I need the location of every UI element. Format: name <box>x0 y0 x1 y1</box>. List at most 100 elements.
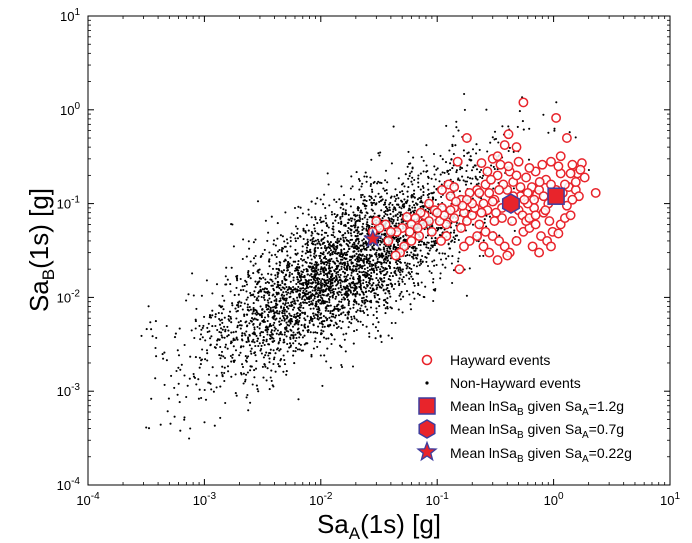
non-hayward-point <box>246 296 249 299</box>
non-hayward-point <box>220 318 223 321</box>
non-hayward-point <box>380 265 383 268</box>
non-hayward-point <box>386 305 389 308</box>
non-hayward-point <box>147 305 150 308</box>
non-hayward-point <box>344 211 347 214</box>
non-hayward-point <box>365 175 368 178</box>
non-hayward-point <box>283 294 286 297</box>
non-hayward-point <box>433 244 436 247</box>
non-hayward-point <box>388 206 391 209</box>
non-hayward-point <box>339 216 342 219</box>
non-hayward-point <box>411 183 414 186</box>
non-hayward-point <box>256 325 259 328</box>
non-hayward-point <box>268 361 271 364</box>
non-hayward-point <box>299 301 302 305</box>
non-hayward-point <box>462 149 465 152</box>
non-hayward-point <box>251 332 254 335</box>
non-hayward-point <box>347 231 350 234</box>
non-hayward-point <box>314 288 317 291</box>
non-hayward-point <box>263 298 266 301</box>
non-hayward-point <box>224 328 227 331</box>
non-hayward-point <box>287 307 290 310</box>
non-hayward-point <box>344 314 347 317</box>
non-hayward-point <box>312 347 315 350</box>
y-tick-label: 10-3 <box>57 382 81 399</box>
non-hayward-point <box>339 206 342 209</box>
y-axis-label: SaB(1s) [g] <box>24 188 58 312</box>
non-hayward-point <box>261 252 264 255</box>
non-hayward-point <box>234 392 237 395</box>
non-hayward-point <box>293 306 296 309</box>
non-hayward-point <box>383 201 387 204</box>
non-hayward-point <box>247 409 250 412</box>
non-hayward-point <box>416 203 419 206</box>
non-hayward-point <box>522 128 525 131</box>
y-tick-label: 10-4 <box>57 476 81 493</box>
non-hayward-point <box>365 180 368 183</box>
non-hayward-point <box>362 291 365 294</box>
non-hayward-point <box>370 188 374 191</box>
non-hayward-point <box>360 304 363 307</box>
non-hayward-point <box>278 337 282 340</box>
non-hayward-point <box>394 188 397 191</box>
non-hayward-point <box>320 247 323 250</box>
non-hayward-point <box>389 201 392 204</box>
non-hayward-point <box>306 315 309 318</box>
non-hayward-point <box>475 152 478 155</box>
non-hayward-point <box>303 312 307 316</box>
non-hayward-point <box>345 332 348 335</box>
non-hayward-point <box>365 295 368 298</box>
non-hayward-point <box>275 332 278 335</box>
non-hayward-point <box>436 167 439 170</box>
non-hayward-point <box>459 168 462 171</box>
non-hayward-point <box>285 293 288 296</box>
non-hayward-point <box>399 292 402 295</box>
non-hayward-point <box>408 254 411 257</box>
non-hayward-point <box>398 240 401 243</box>
non-hayward-point <box>303 334 306 337</box>
non-hayward-point <box>231 223 234 226</box>
non-hayward-point <box>272 358 276 361</box>
non-hayward-point <box>477 182 480 185</box>
non-hayward-point <box>276 309 279 313</box>
non-hayward-point <box>266 328 269 331</box>
non-hayward-point <box>390 217 393 220</box>
non-hayward-point <box>178 401 181 404</box>
non-hayward-point <box>383 250 386 253</box>
non-hayward-point <box>306 293 309 296</box>
non-hayward-point <box>320 316 323 319</box>
non-hayward-point <box>542 113 545 116</box>
non-hayward-point <box>205 349 209 352</box>
non-hayward-point <box>261 331 265 334</box>
non-hayward-point <box>434 178 437 181</box>
non-hayward-point <box>252 338 255 341</box>
non-hayward-point <box>370 201 373 204</box>
non-hayward-point <box>251 383 254 386</box>
non-hayward-point <box>320 332 323 335</box>
non-hayward-point <box>316 289 319 292</box>
non-hayward-point <box>341 258 344 261</box>
non-hayward-point <box>208 330 211 333</box>
non-hayward-point <box>317 240 320 243</box>
non-hayward-point <box>282 269 286 272</box>
non-hayward-point <box>422 206 425 209</box>
non-hayward-point <box>354 288 357 291</box>
non-hayward-point <box>285 264 289 267</box>
non-hayward-point <box>412 192 416 195</box>
non-hayward-point <box>341 320 344 323</box>
non-hayward-point <box>328 289 331 292</box>
hayward-point <box>515 182 526 193</box>
non-hayward-point <box>354 295 357 298</box>
non-hayward-point <box>319 270 322 273</box>
hayward-point <box>519 194 530 205</box>
non-hayward-point <box>343 298 346 301</box>
hayward-point <box>484 187 495 198</box>
non-hayward-point <box>283 319 286 322</box>
non-hayward-point <box>372 244 375 247</box>
non-hayward-point <box>434 236 437 239</box>
non-hayward-point <box>236 326 239 329</box>
non-hayward-point <box>349 198 352 201</box>
non-hayward-point <box>387 254 390 257</box>
non-hayward-point <box>301 311 304 314</box>
non-hayward-point <box>335 279 338 282</box>
non-hayward-point <box>306 242 309 245</box>
